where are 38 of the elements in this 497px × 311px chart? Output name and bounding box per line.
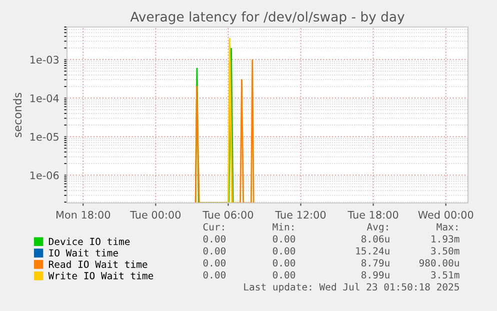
legend-label: IO Wait time — [49, 249, 118, 257]
text: 0.00 — [272, 235, 296, 243]
y-tick-label: 1e-05 — [30, 132, 58, 141]
x-tick-label: Wed 00:00 — [418, 210, 474, 219]
text: 0.00 — [203, 247, 226, 255]
chart-title: Average latency for /dev/ol/swap - by day — [130, 11, 404, 24]
x-tick-label: Tue 12:00 — [275, 210, 326, 219]
text: Min: — [272, 223, 294, 230]
text: 0.00 — [272, 259, 296, 267]
y-axis-title: seconds — [13, 92, 22, 138]
text: 0.00 — [272, 247, 296, 255]
text: Avg: — [366, 223, 388, 232]
y-tick-label: 1e-04 — [30, 94, 59, 102]
text: 1.93m — [432, 235, 460, 243]
text: 8.99u — [362, 271, 390, 279]
text: 980.00u — [419, 259, 459, 267]
text: 0.00 — [203, 235, 226, 243]
text: Cur: — [203, 223, 224, 231]
text: Max: — [436, 223, 458, 231]
text: 0.00 — [203, 259, 226, 267]
text: 8.79u — [362, 259, 390, 267]
y-tick-label: 1e-03 — [30, 56, 59, 64]
text: 15.24u — [356, 247, 390, 255]
legend-label: Read IO Wait time — [48, 260, 148, 268]
x-tick-label: Tue 00:00 — [130, 210, 181, 219]
x-tick-label: Tue 06:00 — [202, 210, 254, 219]
x-tick-label: Tue 18:00 — [348, 210, 398, 219]
text: 8.06u — [362, 235, 390, 243]
text: 0.00 — [272, 271, 296, 279]
legend-label: Write IO Wait time — [48, 272, 154, 280]
text: 3.50m — [431, 247, 460, 255]
text: Last update: Wed Jul 23 01:50:18 2025 — [244, 282, 459, 292]
x-tick-label: Mon 18:00 — [56, 210, 110, 219]
legend-label: Device IO time — [48, 238, 130, 246]
line-series — [194, 59, 254, 203]
text: 0.00 — [203, 271, 226, 279]
y-tick-label: 1e-06 — [30, 171, 59, 180]
text: 3.51m — [431, 271, 460, 279]
